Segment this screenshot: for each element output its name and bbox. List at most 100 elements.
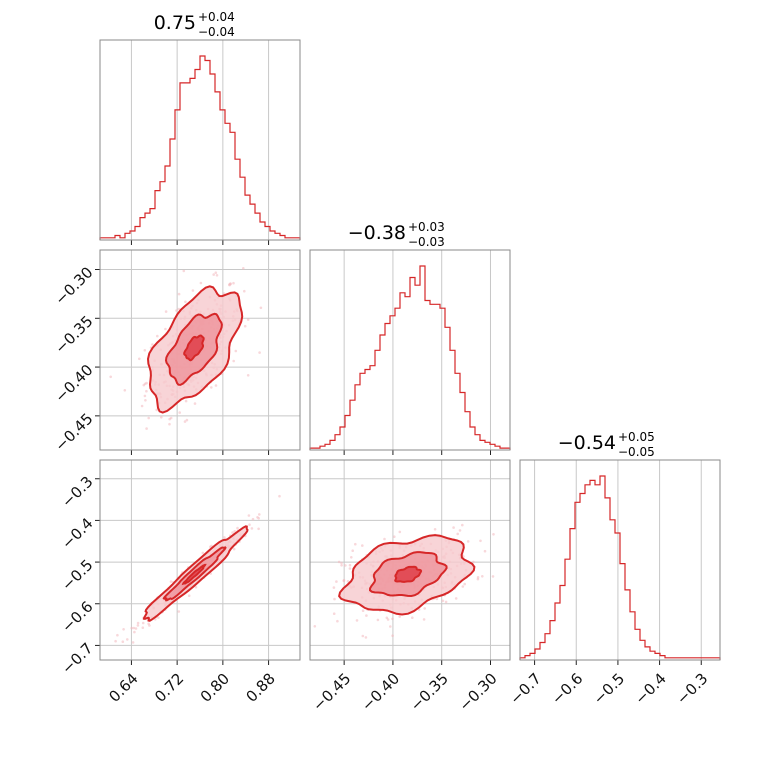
- x-tick-label: 0.72: [151, 670, 187, 706]
- x-tick-label: 0.88: [242, 670, 278, 706]
- sample-point: [483, 549, 487, 553]
- sample-point: [491, 575, 495, 578]
- panel-frame: [309, 249, 511, 451]
- sample-point: [364, 636, 368, 639]
- x-tick-label: −0.5: [590, 670, 628, 708]
- contour-core: [183, 334, 205, 362]
- sample-point: [313, 625, 317, 628]
- sample-point: [215, 274, 219, 277]
- sample-point: [199, 281, 203, 285]
- sample-point: [479, 539, 482, 543]
- y-tick-label: −0.3: [58, 473, 96, 511]
- sample-point: [385, 616, 389, 620]
- panel-frame: [99, 39, 301, 241]
- sample-point: [169, 580, 173, 583]
- x-tick-label: −0.40: [358, 670, 403, 715]
- param-title: −0.54 +0.05−0.05: [558, 430, 655, 459]
- y-tick-label: −0.6: [58, 598, 96, 636]
- x-tick-label: −0.7: [506, 670, 544, 708]
- sample-point: [398, 530, 402, 534]
- sample-point: [361, 544, 364, 547]
- sample-point: [175, 309, 178, 312]
- sample-point: [452, 526, 455, 529]
- sample-point: [259, 306, 263, 310]
- title-median: 0.75: [154, 12, 196, 34]
- title-upper: +0.03: [408, 220, 445, 234]
- sample-point: [143, 349, 147, 352]
- sample-point: [348, 567, 352, 570]
- title-upper: +0.04: [198, 10, 235, 24]
- sample-point: [365, 614, 368, 617]
- sample-point: [142, 383, 146, 387]
- sample-point: [185, 418, 189, 422]
- sample-point: [350, 556, 353, 559]
- sample-point: [178, 411, 181, 414]
- sample-point: [492, 533, 495, 536]
- sample-point: [458, 529, 462, 532]
- sample-point: [463, 582, 467, 586]
- sample-point: [228, 283, 231, 286]
- sample-point: [283, 596, 286, 599]
- sample-point: [246, 318, 250, 321]
- sample-point: [391, 617, 394, 621]
- sample-point: [336, 619, 339, 623]
- sample-point: [355, 619, 359, 622]
- sample-point: [145, 389, 148, 393]
- sample-point: [398, 615, 402, 618]
- sample-point: [177, 610, 181, 613]
- sample-point: [354, 542, 357, 546]
- sample-point: [466, 540, 470, 543]
- sample-point: [130, 626, 133, 630]
- x-tick-label: −0.6: [548, 670, 586, 708]
- sample-point: [136, 624, 140, 627]
- sample-point: [157, 616, 160, 619]
- sample-point: [136, 621, 140, 625]
- sample-point: [243, 324, 247, 328]
- hist-panel-2: −0.38 +0.03−0.03: [309, 220, 511, 455]
- sample-point: [144, 399, 147, 402]
- sample-point: [258, 351, 261, 354]
- sample-point: [232, 281, 235, 285]
- sample-point: [257, 527, 260, 531]
- sample-point: [278, 494, 281, 498]
- sample-point: [461, 523, 464, 527]
- sample-point: [145, 427, 148, 430]
- scatter-panel-2: [95, 459, 301, 665]
- x-tick-label: −0.30: [456, 670, 501, 715]
- sample-point: [472, 560, 475, 564]
- sample-point: [114, 639, 117, 643]
- histogram-line: [309, 265, 511, 450]
- sample-point: [151, 343, 154, 346]
- sample-point: [191, 289, 195, 292]
- sample-point: [461, 585, 465, 588]
- sample-point: [411, 616, 414, 619]
- sample-point: [109, 375, 112, 379]
- sample-point: [169, 416, 173, 420]
- sample-point: [177, 292, 181, 296]
- sample-point: [214, 384, 218, 387]
- sample-point: [141, 626, 145, 629]
- contour-core: [181, 563, 207, 586]
- panel-frame: [99, 249, 301, 451]
- sample-point: [184, 300, 187, 304]
- sample-point: [333, 597, 336, 601]
- sample-point: [184, 399, 188, 403]
- panel-frame: [309, 459, 511, 661]
- sample-point: [342, 578, 346, 582]
- sample-point: [194, 585, 198, 589]
- sample-point: [126, 638, 129, 641]
- title-median: −0.38: [348, 222, 406, 244]
- sample-point: [187, 594, 191, 597]
- sample-point: [361, 634, 365, 638]
- sample-point: [337, 560, 341, 564]
- sample-point: [348, 563, 352, 567]
- y-tick-label: −0.35: [51, 312, 96, 357]
- x-tick-label: −0.35: [407, 670, 452, 715]
- sample-point: [223, 536, 226, 539]
- sample-point: [242, 267, 245, 270]
- histogram-line: [519, 475, 721, 660]
- sample-point: [247, 514, 251, 517]
- param-title: −0.38 +0.03−0.03: [348, 220, 445, 249]
- sample-point: [123, 389, 127, 392]
